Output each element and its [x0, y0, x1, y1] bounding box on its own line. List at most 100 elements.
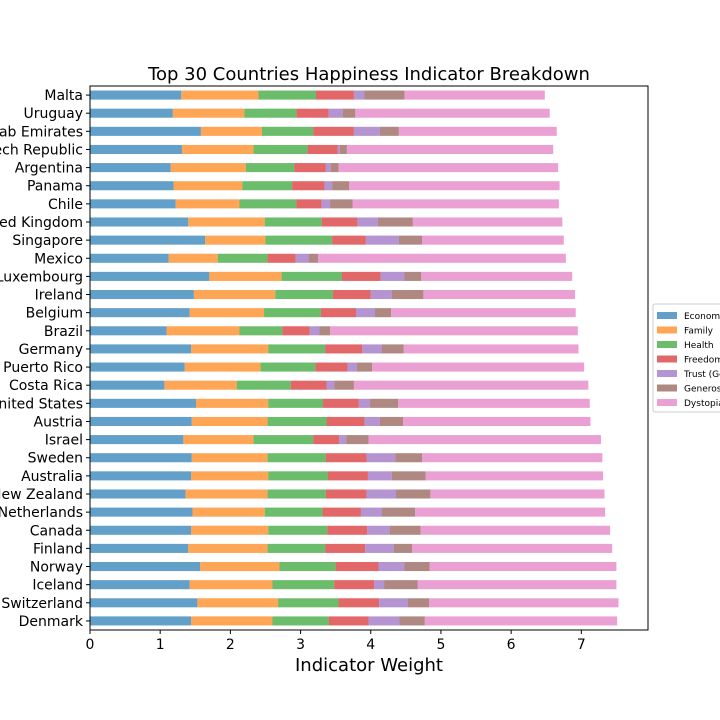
bar-segment — [90, 507, 193, 517]
legend-entry-label: Dystopia Residual — [684, 399, 720, 409]
bar-segment — [191, 471, 269, 481]
bar-segment — [239, 199, 297, 209]
bar-segment — [327, 525, 368, 535]
bar-segment — [398, 235, 422, 245]
bar-segment — [209, 271, 282, 281]
y-tick-label: Ireland — [35, 288, 83, 304]
bar-segment — [90, 326, 167, 336]
bar-segment — [391, 471, 426, 481]
bar-segment — [322, 507, 361, 517]
bar-segment — [261, 126, 314, 136]
bar-segment — [324, 181, 333, 191]
y-tick-label: Australia — [21, 469, 83, 485]
y-tick-label: Czech Republic — [0, 142, 83, 158]
bar-segment — [364, 90, 405, 100]
bar-segment — [191, 616, 273, 626]
bar-segment — [367, 525, 390, 535]
bar-segment — [360, 507, 382, 517]
bar-segment — [325, 453, 367, 463]
x-tick-label: 2 — [226, 637, 235, 653]
bar-segment — [412, 217, 563, 227]
bar-segment — [396, 489, 431, 499]
legend-swatch — [657, 370, 677, 377]
y-tick-label: Austria — [34, 414, 83, 430]
legend-entry-label: Freedom — [684, 356, 720, 366]
bar-segment — [346, 435, 369, 445]
bar-segment — [245, 163, 295, 173]
bar-segment — [90, 163, 171, 173]
bar-segment — [164, 380, 237, 390]
bar-segment — [90, 435, 184, 445]
bar-segment — [90, 471, 192, 481]
bar-segment — [264, 308, 321, 318]
y-tick-label: Iceland — [32, 578, 83, 594]
bar-segment — [327, 471, 368, 481]
bar-segment — [381, 507, 415, 517]
legend-entry-label: Economy — [684, 312, 720, 322]
bar-segment — [282, 326, 310, 336]
y-tick-label: Costa Rica — [9, 378, 83, 394]
legend-swatch — [657, 399, 677, 406]
x-tick-label: 3 — [296, 637, 305, 653]
y-tick-label: Finland — [33, 541, 83, 557]
bar-segment — [281, 271, 342, 281]
bar-segment — [379, 126, 399, 136]
bar-segment — [290, 380, 327, 390]
bar-segment — [320, 308, 357, 318]
bar-segment — [191, 525, 269, 535]
y-tick-label: Malta — [44, 88, 83, 104]
bar-segment — [268, 344, 326, 354]
bar-segment — [181, 90, 259, 100]
bar-segment — [380, 271, 405, 281]
y-tick-label: Belgium — [26, 306, 83, 322]
bar-segment — [205, 235, 266, 245]
bar-segment — [325, 489, 367, 499]
bar-segment — [90, 199, 176, 209]
bar-segment — [370, 398, 399, 408]
bar-segment — [404, 90, 545, 100]
bar-segment — [353, 126, 380, 136]
bar-segment — [407, 598, 430, 608]
bar-segment — [367, 471, 392, 481]
bar-segment — [90, 253, 169, 263]
bar-segment — [330, 326, 578, 336]
bar-segment — [267, 253, 296, 263]
y-tick-label: Sweden — [28, 451, 83, 467]
y-tick-label: Denmark — [19, 614, 84, 630]
bar-segment — [192, 507, 265, 517]
bar-segment — [365, 543, 394, 553]
bar-segment — [403, 416, 591, 426]
bar-segment — [318, 253, 566, 263]
bar-segment — [90, 126, 201, 136]
bar-segment — [90, 543, 189, 553]
bar-segment — [374, 308, 392, 318]
bar-segment — [325, 344, 363, 354]
bar-segment — [264, 217, 322, 227]
bar-segment — [393, 543, 413, 553]
bar-segment — [279, 562, 336, 572]
bar-segment — [307, 144, 338, 154]
bar-segment — [356, 362, 373, 372]
bar-segment — [421, 453, 603, 463]
bar-segment — [325, 543, 366, 553]
bar-segment — [326, 416, 365, 426]
y-tick-label: New Zealand — [0, 487, 83, 503]
bar-segment — [185, 489, 268, 499]
y-tick-label: United States — [0, 396, 83, 412]
bar-segment — [200, 562, 280, 572]
bar-segment — [404, 271, 422, 281]
bar-segment — [172, 108, 245, 118]
bar-segment — [328, 616, 369, 626]
bar-segment — [272, 616, 329, 626]
x-tick-label: 6 — [507, 637, 516, 653]
bar-segment — [332, 235, 366, 245]
y-tick-label: Israel — [45, 433, 83, 449]
bar-segment — [90, 235, 206, 245]
bar-segment — [308, 253, 319, 263]
bar-segment — [358, 398, 371, 408]
bar-segment — [332, 290, 371, 300]
bar-segment — [326, 380, 335, 390]
bar-segment — [379, 598, 408, 608]
bar-segment — [429, 598, 619, 608]
